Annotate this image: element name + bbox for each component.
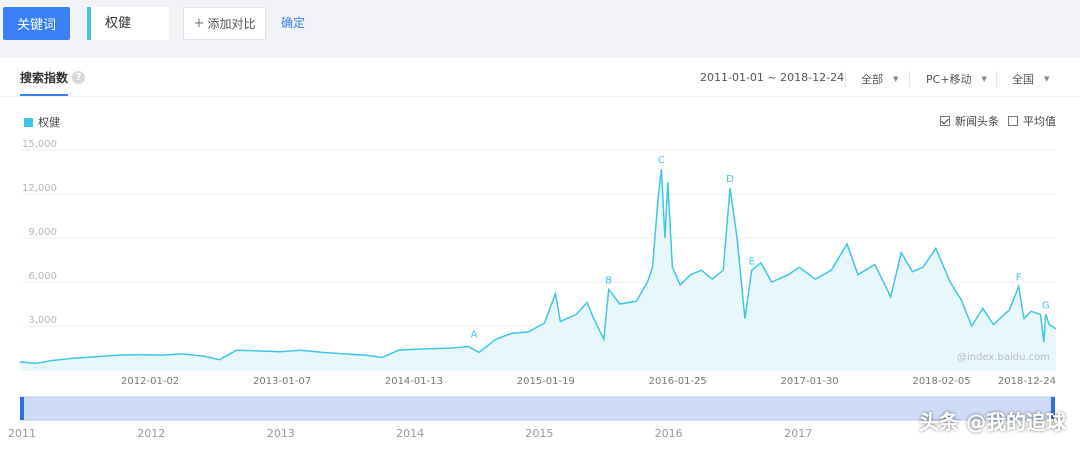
average-toggle[interactable]: 平均值 [1008, 113, 1056, 129]
navigator-year-label: 2016 [655, 427, 683, 440]
keyword-input[interactable]: 权健 [87, 7, 169, 40]
keyword-button[interactable]: 关键词 [3, 7, 70, 40]
region-type-select[interactable]: 全部 ▼ [861, 71, 898, 87]
legend-swatch [24, 117, 33, 127]
news-checkbox[interactable] [940, 116, 950, 126]
question-circle-icon[interactable]: ? [72, 71, 86, 84]
event-annotations: A B C D E F G [471, 155, 1050, 341]
y-tick-label: 6,000 [28, 271, 57, 282]
filter-separator [996, 71, 997, 87]
plus-icon: + [193, 16, 205, 31]
navigator-year-label: 2015 [525, 427, 553, 440]
y-tick-label: 12,000 [22, 183, 57, 194]
annotation-a[interactable]: A [471, 330, 478, 341]
tab-search-index-label: 搜索指数 [20, 71, 69, 85]
annotation-e[interactable]: E [749, 256, 755, 267]
caret-down-icon: ▼ [1044, 75, 1050, 83]
watermark-text: 头条 @我的追球 [919, 410, 1066, 434]
panel-divider [0, 96, 1080, 97]
annotation-g[interactable]: G [1042, 300, 1050, 311]
news-label: 新闻头条 [955, 115, 999, 128]
legend-series-label: 权健 [38, 116, 60, 129]
navigator-year-label: 2014 [396, 427, 424, 440]
area-label: 全国 [1012, 73, 1034, 86]
average-label: 平均值 [1023, 115, 1056, 128]
filter-bar: 2011-01-01 ~ 2018-12-24 全部 ▼ PC+移动 ▼ 全国 … [0, 71, 1080, 87]
navigator-left-handle[interactable] [20, 397, 24, 420]
top-toolbar: 关键词 权健 + 添加对比 确定 [0, 0, 1080, 50]
navigator-year-label: 2017 [784, 427, 812, 440]
navigator-year-labels: 2011 2012 2013 2014 2015 2016 2017 [8, 427, 812, 440]
navigator-year-label: 2013 [267, 427, 295, 440]
x-tick-label: 2014-01-13 [385, 376, 443, 387]
average-checkbox[interactable] [1008, 116, 1018, 126]
chart-legend[interactable]: 权健 [24, 114, 60, 130]
y-tick-label: 9,000 [28, 227, 57, 238]
news-toggle[interactable]: 新闻头条 [940, 113, 999, 129]
x-tick-label: 2016-01-25 [649, 376, 707, 387]
annotation-d[interactable]: D [726, 174, 734, 185]
series-line [19, 169, 1057, 365]
series-area [20, 169, 1056, 370]
y-axis-ticks: 3,000 6,000 9,000 12,000 15,000 [22, 139, 57, 326]
x-tick-label: 2017-01-30 [781, 376, 839, 387]
x-tick-label: 2015-01-19 [517, 376, 575, 387]
date-range-select[interactable]: 2011-01-01 ~ 2018-12-24 [700, 71, 844, 84]
device-select[interactable]: PC+移动 ▼ [926, 71, 987, 87]
region-type-label: 全部 [861, 73, 883, 86]
device-label: PC+移动 [926, 73, 972, 86]
navigator-right-handle[interactable] [1051, 397, 1055, 420]
source-label: @index.baidu.com [957, 352, 1050, 363]
tab-search-index[interactable]: 搜索指数 ? [20, 69, 86, 86]
x-tick-label: 2018-02-05 [912, 376, 970, 387]
x-tick-label: 2012-01-02 [121, 376, 179, 387]
navigator-year-label: 2012 [137, 427, 165, 440]
x-tick-label: 2018-12-24 [998, 376, 1056, 387]
date-range-label: 2011-01-01 ~ 2018-12-24 [700, 71, 845, 84]
annotation-f[interactable]: F [1016, 272, 1022, 283]
y-tick-label: 15,000 [22, 139, 57, 150]
navigator-year-label: 2011 [8, 427, 36, 440]
x-axis-ticks: 2012-01-02 2013-01-07 2014-01-13 2015-01-19… [121, 376, 1056, 387]
caret-down-icon: ▼ [893, 75, 899, 83]
range-navigator[interactable] [21, 396, 1055, 421]
area-select[interactable]: 全国 ▼ [1012, 71, 1049, 87]
confirm-link[interactable]: 确定 [281, 16, 306, 30]
x-tick-label: 2013-01-07 [253, 376, 311, 387]
add-compare-label: 添加对比 [207, 17, 256, 31]
y-tick-label: 3,000 [28, 315, 57, 326]
caret-down-icon: ▼ [981, 75, 987, 83]
filter-separator [909, 71, 910, 87]
annotation-b[interactable]: B [605, 275, 612, 286]
filter-separator [845, 71, 846, 87]
add-compare-button[interactable]: + 添加对比 [183, 7, 266, 40]
tab-active-indicator [20, 94, 68, 96]
annotation-c[interactable]: C [658, 155, 665, 166]
